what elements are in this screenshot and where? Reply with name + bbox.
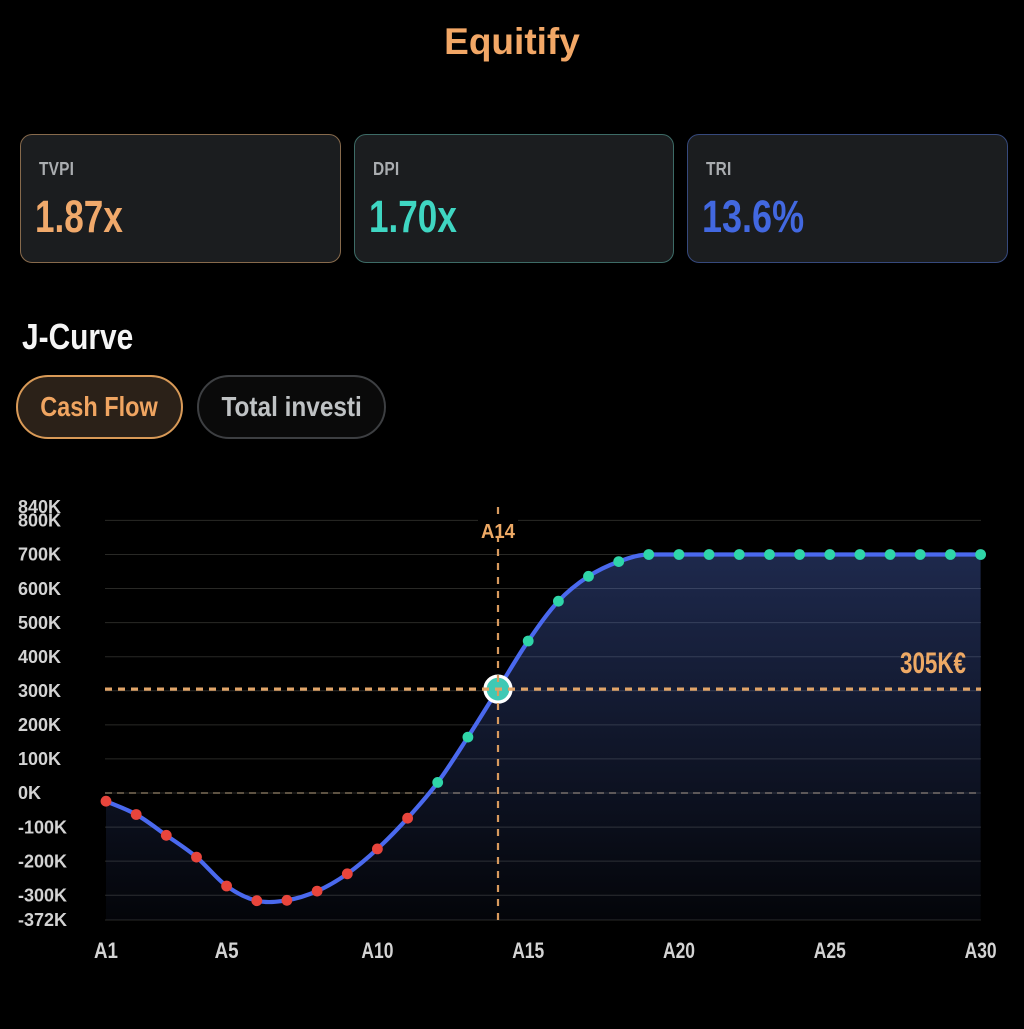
svg-text:A5: A5	[215, 938, 239, 963]
svg-text:500K: 500K	[18, 613, 61, 633]
svg-text:A15: A15	[512, 938, 544, 963]
svg-text:-372K: -372K	[18, 910, 67, 930]
svg-text:305K€: 305K€	[900, 647, 966, 680]
svg-text:700K: 700K	[18, 545, 61, 565]
svg-text:A30: A30	[965, 938, 997, 963]
svg-text:-200K: -200K	[18, 851, 67, 871]
svg-text:-100K: -100K	[18, 817, 67, 837]
svg-text:300K: 300K	[18, 681, 61, 701]
svg-text:A20: A20	[663, 938, 695, 963]
svg-text:A14: A14	[481, 521, 516, 543]
svg-text:A25: A25	[814, 938, 846, 963]
svg-text:840K: 840K	[18, 497, 61, 517]
svg-text:400K: 400K	[18, 647, 61, 667]
svg-text:100K: 100K	[18, 749, 61, 769]
svg-text:800K: 800K	[18, 511, 61, 531]
svg-text:-300K: -300K	[18, 885, 67, 905]
svg-text:0K: 0K	[18, 783, 41, 803]
svg-text:A10: A10	[361, 938, 393, 963]
svg-text:600K: 600K	[18, 579, 61, 599]
svg-text:A1: A1	[94, 938, 118, 963]
svg-text:200K: 200K	[18, 715, 61, 735]
